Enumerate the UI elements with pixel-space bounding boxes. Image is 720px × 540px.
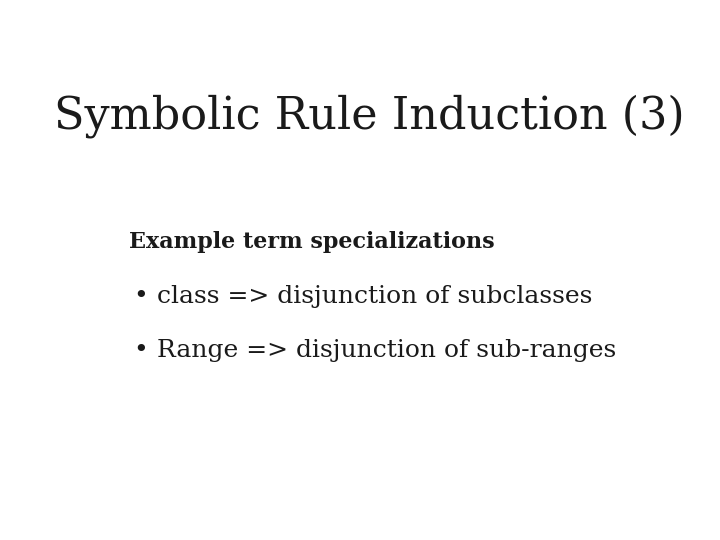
Text: •: • xyxy=(133,339,148,362)
Text: class => disjunction of subclasses: class => disjunction of subclasses xyxy=(157,285,593,308)
Text: Symbolic Rule Induction (3): Symbolic Rule Induction (3) xyxy=(54,94,684,138)
Text: Example term specializations: Example term specializations xyxy=(129,231,495,253)
Text: •: • xyxy=(133,285,148,308)
Text: Range => disjunction of sub-ranges: Range => disjunction of sub-ranges xyxy=(157,339,616,362)
